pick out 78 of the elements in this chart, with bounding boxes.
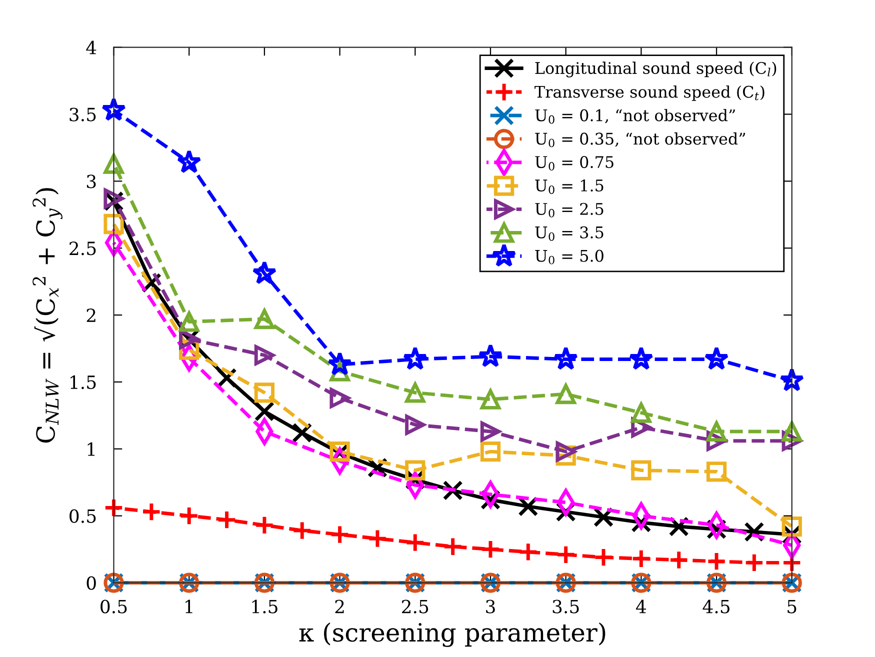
point: [593, 547, 614, 568]
point: [327, 352, 352, 376]
point: [704, 346, 729, 370]
x-tick-label: 4.5: [702, 600, 730, 614]
text: C$_{NLW}$ = √(C$_{x}$$^{2}$ + C$_{y}$$^{2}$): [32, 188, 62, 443]
point: [405, 532, 426, 553]
point: [480, 389, 501, 410]
point: [254, 515, 275, 536]
legend-label: U$_{0}$ = 3.5: [535, 226, 604, 241]
point: [706, 462, 727, 482]
point: [556, 384, 576, 404]
point: [405, 414, 426, 435]
point: [330, 524, 350, 545]
x-tick-label: 1.5: [252, 600, 278, 614]
point: [179, 312, 200, 332]
point: [330, 388, 350, 408]
x-tick-label: 4: [636, 600, 646, 614]
point: [478, 344, 503, 368]
point: [141, 502, 162, 522]
point: [254, 382, 275, 403]
x-tick-label: 0.5: [100, 600, 127, 614]
point: [628, 346, 654, 370]
point: [402, 346, 428, 370]
point: [480, 539, 501, 560]
y-tick-label: 2: [86, 308, 96, 322]
point: [104, 214, 124, 234]
point: [780, 368, 804, 392]
point: [706, 421, 727, 442]
point: [631, 460, 652, 480]
legend-label: U$_{0}$ = 1.5: [535, 179, 604, 194]
y-tick-label: 0.5: [70, 509, 96, 523]
point: [782, 516, 802, 537]
x-axis-title: κ (screening parameter): [299, 622, 606, 648]
point: [556, 544, 576, 565]
point: [254, 401, 275, 422]
y-tick-label: 0: [86, 576, 96, 590]
point: [252, 260, 277, 284]
x-tick-label: 1: [186, 600, 192, 614]
point: [442, 536, 463, 557]
y-tick-label: 3.5: [70, 108, 96, 122]
point: [254, 308, 275, 330]
point: [706, 551, 727, 572]
point: [104, 154, 124, 174]
point: [176, 150, 202, 174]
point: [480, 442, 501, 462]
point: [216, 510, 237, 530]
point: [631, 548, 652, 569]
point: [179, 506, 200, 526]
point: [631, 402, 652, 423]
legend-label: U$_{0}$ = 0.1, “not observed”: [535, 108, 735, 124]
y-tick-label: 2.5: [70, 242, 96, 256]
x-tick-label: 3.5: [552, 600, 579, 614]
point: [292, 520, 312, 541]
point: [782, 421, 802, 442]
legend-label: Longitudinal sound speed (C$_{l}$): [535, 62, 776, 78]
y-tick-label: 4: [86, 40, 96, 54]
legend-label: Transverse sound speed (C$_{t}$): [534, 85, 764, 101]
point: [668, 550, 689, 570]
y-tick-label: 3: [86, 174, 96, 188]
point: [405, 460, 426, 480]
point: [367, 528, 388, 549]
y-tick-label: 1: [88, 442, 95, 456]
legend-label: U$_{0}$ = 5.0: [535, 250, 604, 264]
x-tick-label: 3: [486, 600, 495, 614]
legend-label: U$_{0}$ = 0.35, “not observed”: [535, 132, 746, 148]
y-tick-label: 1.5: [70, 375, 96, 390]
point: [104, 498, 124, 518]
point: [554, 346, 578, 370]
x-tick-label: 2.5: [402, 600, 428, 614]
point: [254, 345, 275, 366]
legend-label: U$_{0}$ = 2.5: [535, 202, 604, 218]
point: [101, 97, 126, 121]
point: [744, 552, 764, 573]
x-tick-label: 5: [788, 600, 796, 614]
legend-label: U$_{0}$ = 0.75: [535, 156, 614, 171]
point: [518, 542, 538, 562]
point: [480, 421, 501, 442]
x-tick-label: 2: [335, 600, 344, 614]
